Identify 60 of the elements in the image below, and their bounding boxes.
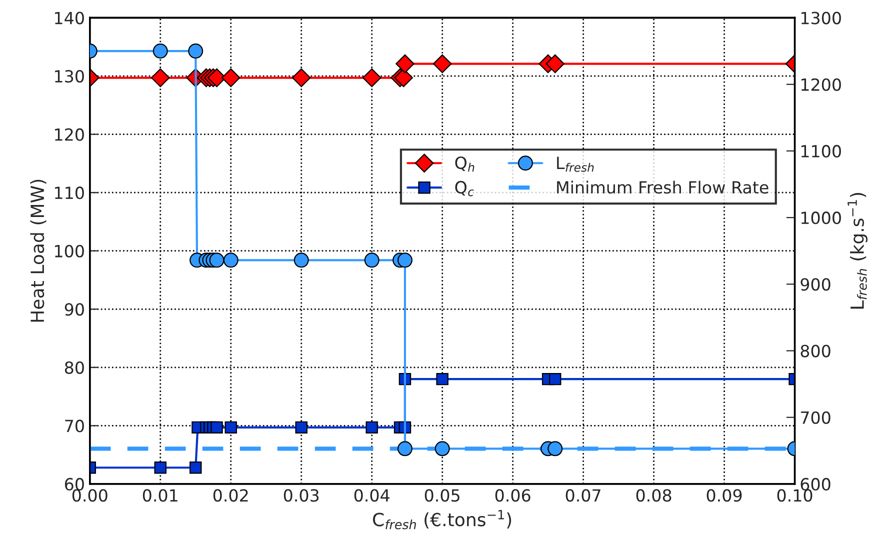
point [292, 68, 311, 88]
x-axis-title: C$_{fresh}$ (€.tons$^{−1}$) [373, 510, 512, 530]
point [190, 462, 202, 474]
point [362, 68, 382, 88]
y-tick-label: 80 [64, 361, 84, 374]
x-tick-label: 0.03 [284, 489, 319, 502]
point [221, 68, 240, 88]
point [209, 252, 224, 268]
point [546, 54, 565, 74]
point [548, 441, 563, 456]
point [396, 54, 414, 74]
y2-tick-label: 1100 [801, 144, 841, 158]
y2-tick-label: 600 [800, 478, 830, 491]
y-tick-label: 60 [64, 478, 84, 491]
point [224, 421, 237, 434]
point [366, 421, 378, 434]
point [152, 44, 168, 59]
x-tick-label: 0.00 [72, 489, 108, 502]
y2-tick-label: 700 [801, 411, 830, 424]
x-tick-label: 0.06 [495, 489, 530, 502]
point [436, 372, 448, 386]
point [432, 54, 452, 74]
y-tick-label: 90 [64, 303, 84, 316]
x-tick-label: 0.07 [566, 489, 600, 502]
y2-axis-title: L$_{fresh}$ (kg.s$^{−1}$) [848, 192, 868, 309]
y-tick-label: 110 [55, 186, 84, 200]
point [210, 421, 223, 434]
point [397, 441, 412, 456]
point [364, 252, 380, 268]
y2-tick-label: 1000 [801, 212, 841, 224]
point [223, 252, 238, 268]
x-tick-label: 0.02 [213, 489, 248, 502]
x-tick-label: 0.09 [706, 489, 742, 502]
y-tick-label: 100 [55, 244, 84, 258]
x-tick-label: 0.05 [424, 489, 460, 502]
legend-label: Q$_{h}$ [455, 156, 474, 172]
x-tick-label: 0.04 [354, 489, 390, 502]
y2-tick-label: 800 [800, 344, 830, 358]
point [549, 372, 562, 386]
y-tick-label: 70 [65, 420, 84, 432]
y-tick-label: 130 [55, 70, 84, 83]
x-tick-label: 0.10 [777, 489, 812, 502]
y2-tick-label: 900 [800, 278, 830, 291]
point [295, 421, 308, 434]
x-tick-label: 0.01 [142, 489, 178, 502]
point [294, 252, 309, 268]
point [188, 44, 204, 59]
legend-label: L$_{fresh}$ [557, 156, 594, 172]
point [434, 441, 450, 456]
y2-tick-label: 1200 [801, 78, 841, 91]
y2-tick-label: 1300 [801, 12, 841, 24]
x-tick-label: 0.08 [636, 489, 672, 502]
legend-label: Minimum Fresh Flow Rate [557, 180, 768, 194]
y-axis-title: Heat Load (MW) [30, 180, 46, 322]
legend-label: Q$_{c}$ [455, 180, 474, 196]
point [397, 252, 412, 268]
y-tick-label: 140 [55, 12, 84, 24]
point [154, 462, 166, 474]
point [150, 68, 170, 88]
y-tick-label: 120 [55, 128, 84, 141]
